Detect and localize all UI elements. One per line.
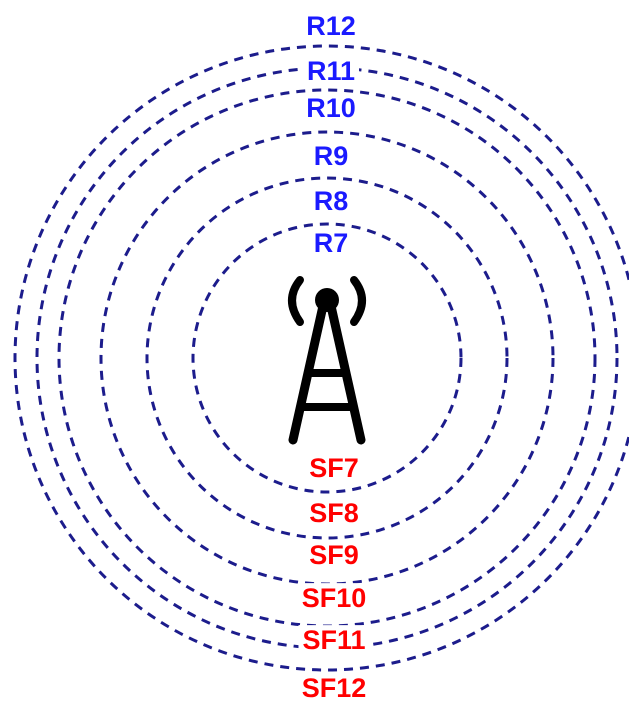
label-group: SF7 (305, 453, 363, 484)
label-group: R7 (309, 228, 353, 259)
sf-label: SF7 (309, 453, 359, 483)
ring-label: R8 (314, 186, 349, 216)
label-background (309, 228, 353, 259)
label-group: R9 (309, 141, 353, 172)
coverage-ring (13, 44, 629, 672)
ring-label: R10 (306, 93, 356, 123)
ring-label: R7 (314, 228, 349, 258)
sf-label: SF11 (302, 625, 365, 655)
signal-arc (288, 276, 304, 326)
tower-icon (288, 276, 366, 445)
labels: R7 R8 R9 R10 R11 R12 SF7 SF8 SF9 SF10 SF11 SF12 (297, 11, 371, 704)
sf-label: SF12 (302, 673, 367, 703)
label-background (297, 673, 371, 704)
ring-label: R11 (307, 56, 355, 86)
label-background (298, 625, 370, 656)
sf-label: SF10 (302, 583, 367, 613)
label-group: SF11 (298, 625, 370, 656)
label-background (302, 56, 360, 87)
label-group: R12 (302, 11, 360, 42)
label-background (305, 540, 363, 571)
sf-label: SF8 (309, 498, 359, 528)
label-group: SF8 (305, 498, 363, 529)
ring-label: R12 (306, 11, 356, 41)
label-group: SF10 (297, 583, 371, 614)
coverage-ring (191, 222, 463, 494)
label-background (302, 11, 360, 42)
label-group: SF12 (297, 673, 371, 704)
coverage-ring (145, 176, 509, 540)
label-group: R11 (302, 56, 360, 87)
label-background (302, 93, 360, 124)
label-background (305, 453, 363, 484)
label-background (305, 498, 363, 529)
sf-label: SF9 (309, 540, 359, 570)
signal-arc (350, 276, 366, 326)
label-background (309, 141, 353, 172)
label-background (309, 186, 353, 217)
label-group: R10 (302, 93, 360, 124)
label-background (297, 583, 371, 614)
ring-label: R9 (314, 141, 349, 171)
label-group: SF9 (305, 540, 363, 571)
label-group: R8 (309, 186, 353, 217)
rings (13, 44, 629, 672)
